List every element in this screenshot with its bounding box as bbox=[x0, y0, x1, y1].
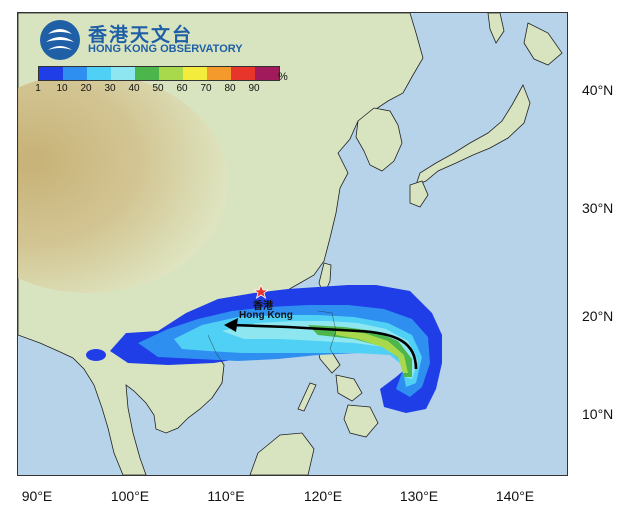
legend-label: 90 bbox=[248, 83, 260, 94]
philippines-mindanao-land bbox=[343, 404, 379, 438]
latitude-label-30n: 30°N bbox=[582, 200, 614, 216]
japan-kyushu-land bbox=[409, 180, 429, 208]
legend-swatch bbox=[231, 67, 255, 80]
hong-kong-marker-icon bbox=[254, 285, 268, 299]
latitude-label-10n: 10°N bbox=[582, 406, 614, 422]
latitude-label-40n: 40°N bbox=[582, 82, 614, 98]
legend-swatch bbox=[135, 67, 159, 80]
legend-label: 70 bbox=[200, 83, 212, 94]
longitude-label-110e: 110°E bbox=[207, 488, 245, 504]
legend-swatch bbox=[255, 67, 279, 80]
legend-label: 20 bbox=[80, 83, 92, 94]
probability-zone-50-60 bbox=[336, 330, 408, 373]
longitude-label-100e: 100°E bbox=[110, 488, 150, 504]
legend-label: 50 bbox=[152, 83, 164, 94]
observatory-logo: 香港天文台 HONG KONG OBSERVATORY bbox=[38, 18, 243, 62]
legend-swatch bbox=[207, 67, 231, 80]
legend-swatch bbox=[63, 67, 87, 80]
japan-hokkaido-land bbox=[523, 22, 563, 66]
org-name-en: HONG KONG OBSERVATORY bbox=[88, 43, 243, 55]
legend-swatch bbox=[111, 67, 135, 80]
korea-land bbox=[355, 107, 403, 172]
legend-label: 10 bbox=[56, 83, 68, 94]
longitude-label-140e: 140°E bbox=[495, 488, 535, 504]
forecast-track-line bbox=[231, 323, 418, 370]
sakhalin-land bbox=[487, 13, 505, 44]
legend-swatch bbox=[39, 67, 63, 80]
longitude-label-120e: 120°E bbox=[303, 488, 343, 504]
legend-label: 40 bbox=[128, 83, 140, 94]
legend-swatch bbox=[183, 67, 207, 80]
legend-label: 60 bbox=[176, 83, 188, 94]
map-frame bbox=[17, 12, 568, 476]
forecast-track-arrowhead bbox=[224, 318, 238, 332]
legend-label: 1 bbox=[35, 83, 41, 94]
hong-kong-label-en: Hong Kong bbox=[239, 310, 293, 321]
hong-kong-label-zh: 香港 bbox=[253, 301, 273, 312]
philippines-visayas-land bbox=[335, 374, 363, 402]
legend-color-bar bbox=[38, 66, 280, 81]
palawan-land bbox=[297, 382, 317, 412]
probability-legend: % 1 10 20 30 40 50 60 70 80 90 bbox=[35, 66, 298, 96]
probability-zone-west-blob bbox=[86, 349, 106, 361]
latitude-label-20n: 20°N bbox=[582, 308, 614, 324]
legend-swatch bbox=[87, 67, 111, 80]
legend-unit: % bbox=[278, 71, 288, 83]
longitude-label-130e: 130°E bbox=[399, 488, 439, 504]
probability-zone-40-50 bbox=[308, 325, 412, 377]
legend-label: 80 bbox=[224, 83, 236, 94]
observatory-emblem-icon bbox=[40, 20, 80, 60]
legend-label: 30 bbox=[104, 83, 116, 94]
org-name-zh: 香港天文台 bbox=[88, 24, 194, 46]
borneo-land bbox=[249, 432, 315, 475]
legend-swatch bbox=[159, 67, 183, 80]
highland-shading bbox=[18, 73, 228, 293]
map-canvas bbox=[18, 13, 567, 475]
longitude-label-90e: 90°E bbox=[21, 488, 53, 504]
